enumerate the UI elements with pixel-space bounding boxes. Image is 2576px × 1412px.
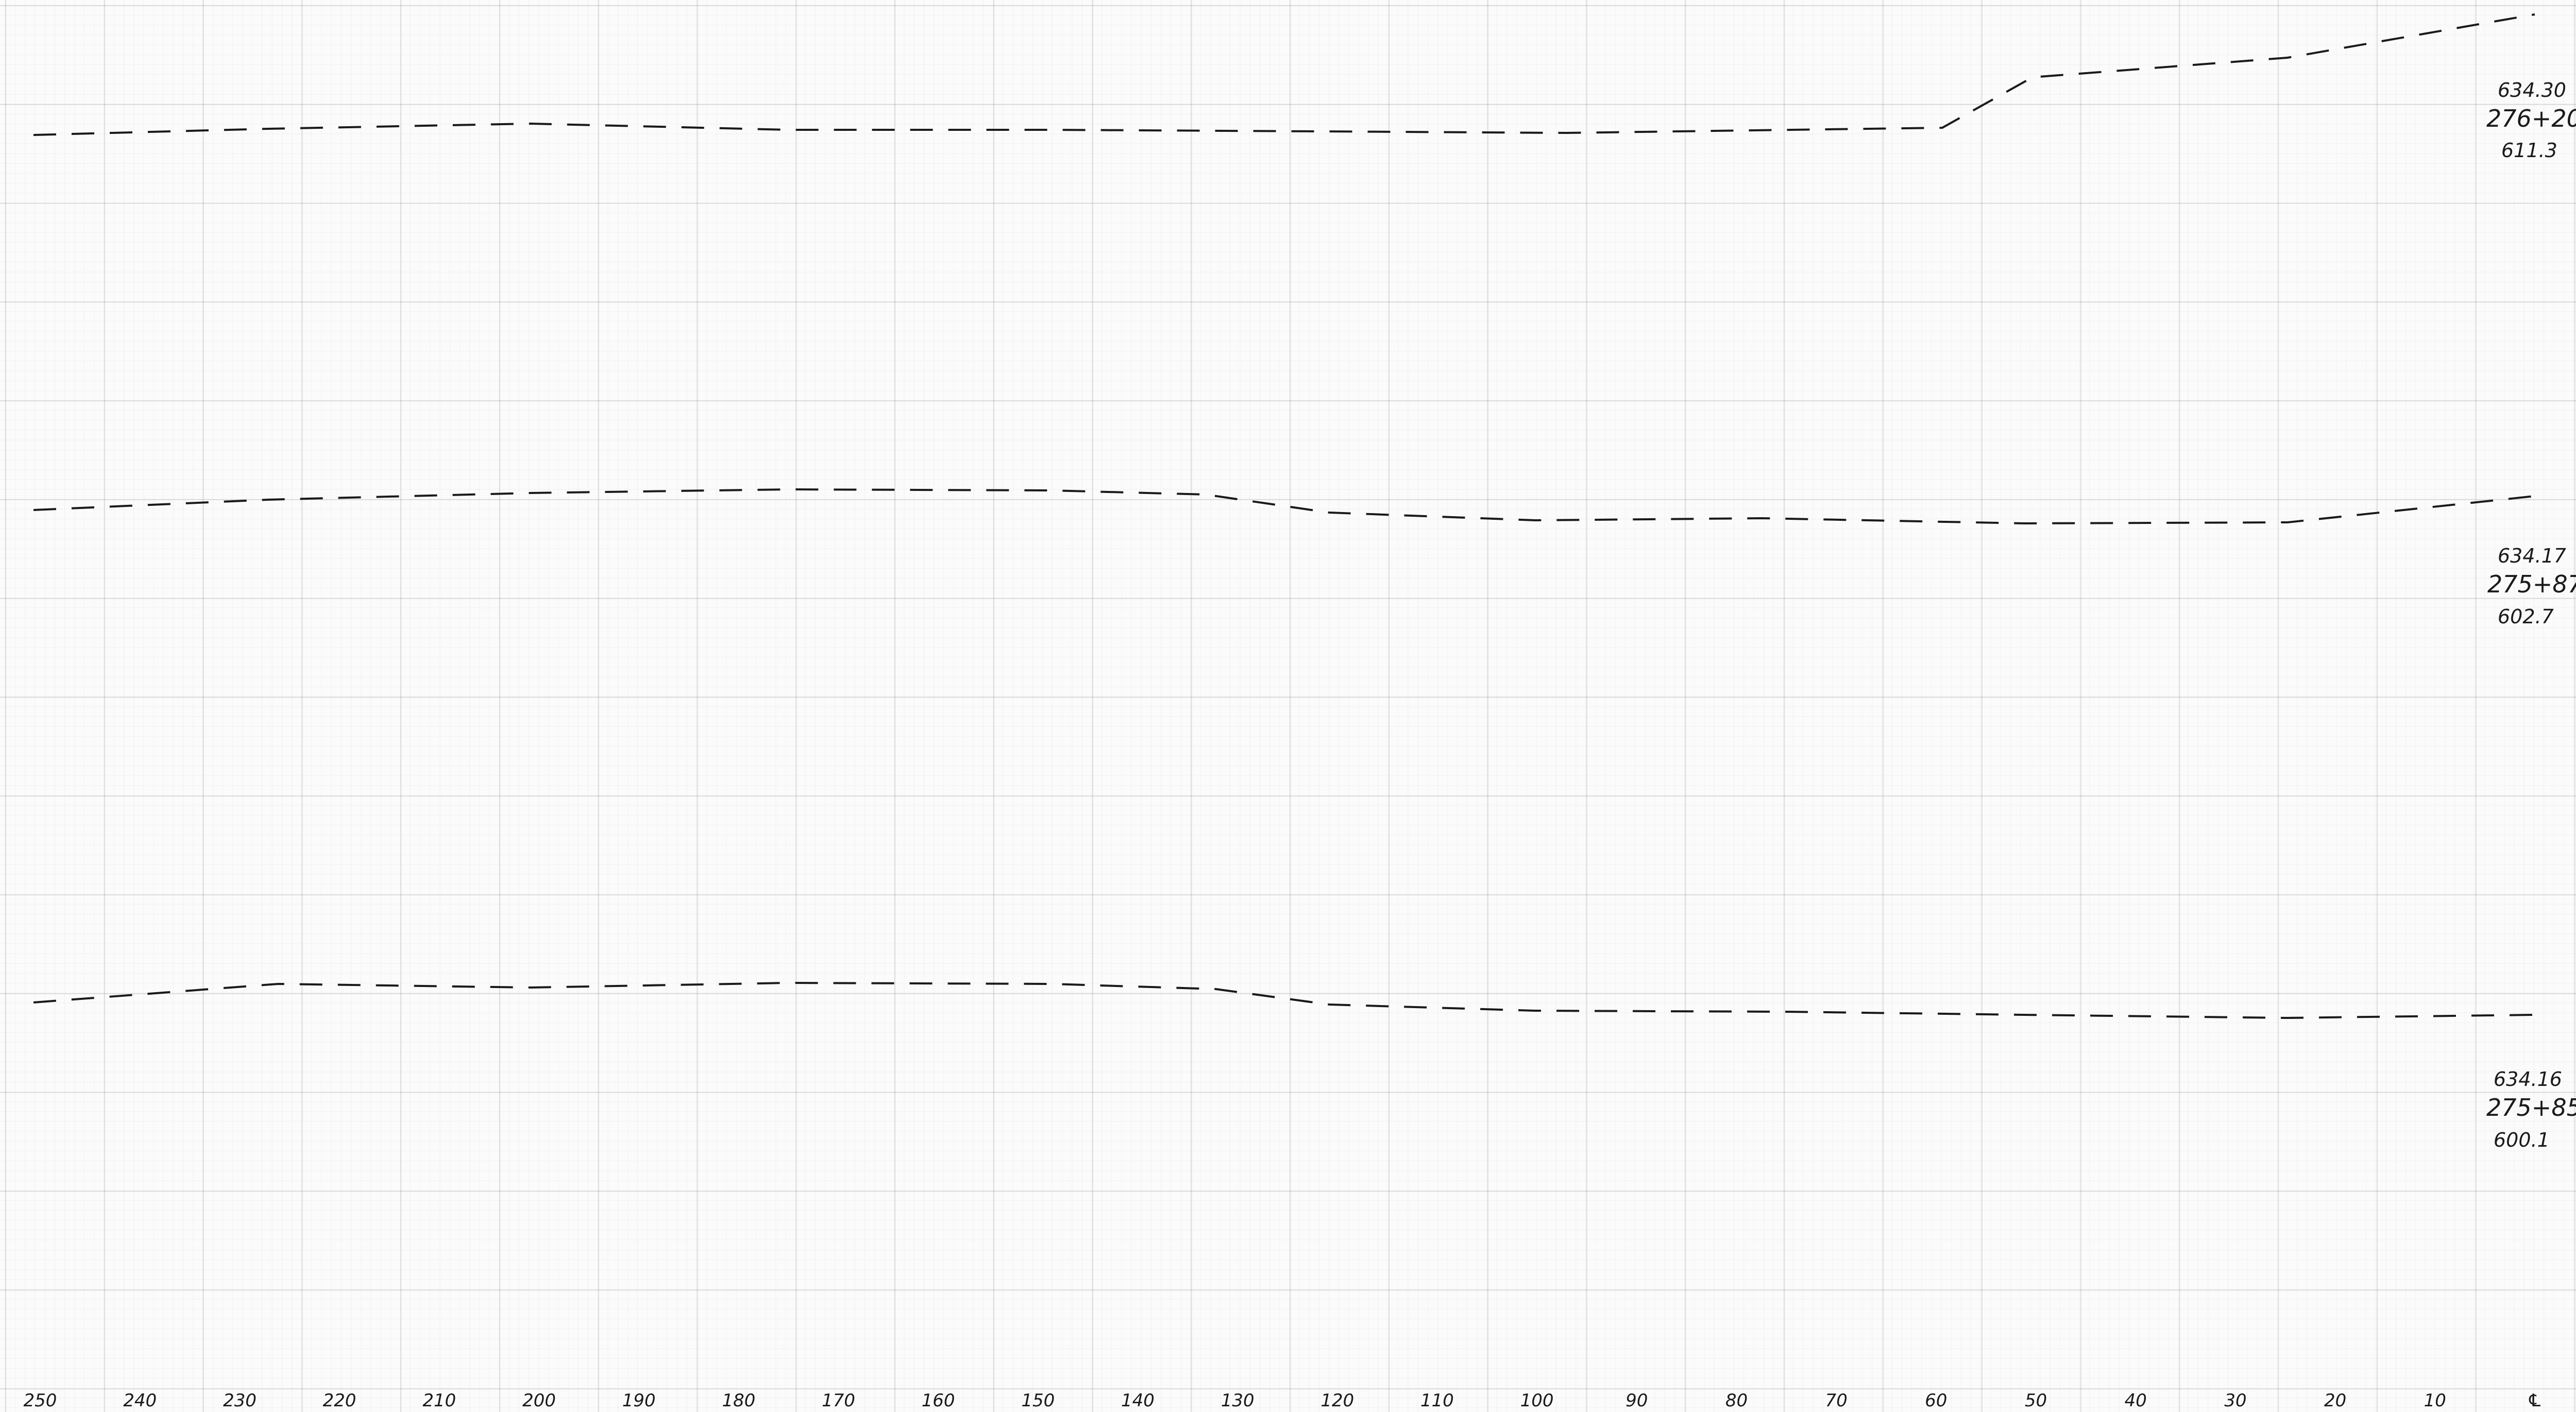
- offset-tick-label: 100: [1520, 1390, 1554, 1411]
- ground-profile-line-276-20: [33, 13, 2535, 136]
- elevation-bottom-label: 611.3: [2501, 139, 2557, 162]
- section-label-275-87: 634.17 275+87 602.7: [2487, 545, 2576, 628]
- offset-tick-label: 130: [1221, 1390, 1255, 1411]
- offset-tick-label: 20: [2324, 1390, 2346, 1411]
- station-label: 275+87: [2487, 570, 2576, 598]
- offset-tick-label: 210: [422, 1390, 456, 1411]
- station-label: 276+20: [2486, 105, 2576, 132]
- ground-profile-line-275-85: [33, 982, 2535, 1019]
- offset-tick-label: 70: [1825, 1390, 1848, 1411]
- offset-tick-label: 240: [123, 1390, 157, 1411]
- offset-tick-label: 120: [1320, 1390, 1354, 1411]
- offset-tick-label: 50: [2025, 1390, 2047, 1411]
- elevation-bottom-label: 600.1: [2494, 1129, 2550, 1151]
- offset-tick-label: 140: [1121, 1390, 1155, 1411]
- offset-tick-label: 110: [1420, 1390, 1454, 1411]
- offset-scale: 250 240 230 220 210 200 190 180 170 160 150 140 130 1…: [24, 1390, 2543, 1411]
- offset-tick-label: 170: [822, 1390, 855, 1411]
- offset-tick-label: 150: [1021, 1390, 1055, 1411]
- section-label-276-20: 634.30 276+20 611.3: [2486, 79, 2576, 162]
- elevation-top-label: 634.17: [2498, 545, 2566, 567]
- elevation-top-label: 634.30: [2498, 79, 2566, 101]
- offset-tick-label: 90: [1625, 1390, 1648, 1411]
- offset-tick-label: ℄: [2527, 1390, 2543, 1411]
- offset-tick-label: 10: [2424, 1390, 2446, 1411]
- offset-tick-label: 200: [522, 1390, 556, 1411]
- offset-tick-label: 220: [323, 1390, 357, 1411]
- offset-tick-label: 80: [1725, 1390, 1748, 1411]
- offset-tick-label: 30: [2224, 1390, 2246, 1411]
- offset-tick-label: 250: [24, 1390, 57, 1411]
- station-label: 275+85: [2486, 1094, 2576, 1121]
- offset-tick-label: 190: [622, 1390, 656, 1411]
- offset-tick-label: 180: [722, 1390, 755, 1411]
- offset-tick-label: 40: [2125, 1390, 2147, 1411]
- elevation-bottom-label: 602.7: [2498, 605, 2554, 628]
- offset-tick-label: 230: [223, 1390, 257, 1411]
- ground-profile-line-275-87: [33, 488, 2535, 524]
- offset-tick-label: 160: [922, 1390, 955, 1411]
- section-label-275-85: 634.16 275+85 600.1: [2486, 1068, 2576, 1151]
- elevation-top-label: 634.16: [2494, 1068, 2562, 1091]
- offset-tick-label: 60: [1925, 1390, 1947, 1411]
